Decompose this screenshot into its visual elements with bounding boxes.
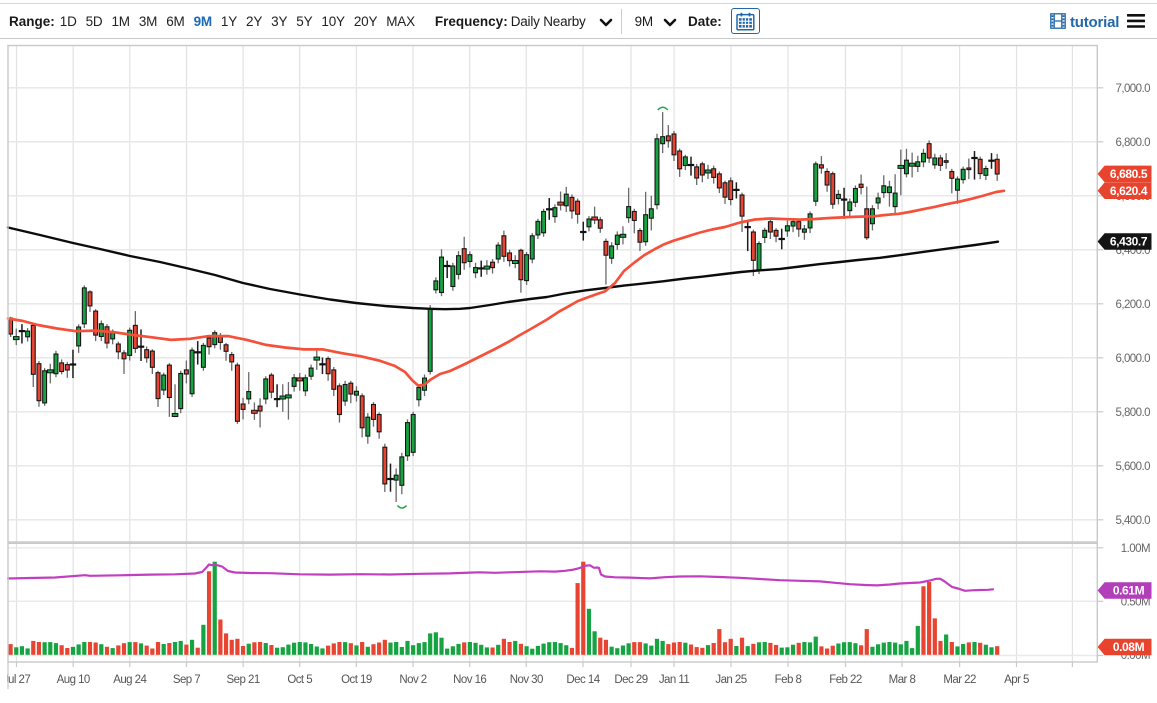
- svg-text:Jan 25: Jan 25: [715, 674, 746, 686]
- svg-text:Nov 16: Nov 16: [453, 674, 486, 686]
- svg-text:6,620.4: 6,620.4: [1110, 184, 1148, 198]
- svg-text:Oct 19: Oct 19: [341, 674, 372, 686]
- svg-text:Feb 8: Feb 8: [775, 674, 802, 686]
- svg-text:Feb 22: Feb 22: [829, 674, 862, 686]
- svg-text:7,000.0: 7,000.0: [1115, 83, 1150, 95]
- svg-text:0.08M: 0.08M: [1113, 640, 1145, 654]
- svg-text:Aug 24: Aug 24: [113, 674, 147, 686]
- svg-text:6,000.0: 6,000.0: [1115, 353, 1150, 365]
- svg-text:Nov 2: Nov 2: [399, 674, 426, 686]
- svg-text:6,430.7: 6,430.7: [1110, 235, 1148, 249]
- svg-text:5,800.0: 5,800.0: [1115, 407, 1150, 419]
- svg-text:Mar 8: Mar 8: [889, 674, 916, 686]
- svg-text:6,400.0: 6,400.0: [1115, 245, 1150, 257]
- svg-text:5,600.0: 5,600.0: [1115, 461, 1150, 473]
- svg-text:Dec 29: Dec 29: [614, 674, 647, 686]
- svg-text:6,200.0: 6,200.0: [1115, 299, 1150, 311]
- svg-text:6,680.5: 6,680.5: [1110, 167, 1148, 181]
- svg-text:5,400.0: 5,400.0: [1115, 515, 1150, 527]
- svg-text:Aug 10: Aug 10: [57, 674, 90, 686]
- svg-text:Mar 22: Mar 22: [943, 674, 976, 686]
- svg-text:Jul 27: Jul 27: [3, 674, 31, 686]
- svg-text:Dec 14: Dec 14: [566, 674, 600, 686]
- svg-text:6,800.0: 6,800.0: [1115, 137, 1150, 149]
- svg-text:0.50M: 0.50M: [1121, 596, 1150, 608]
- svg-text:Sep 7: Sep 7: [173, 674, 200, 686]
- svg-text:Jan 11: Jan 11: [659, 674, 690, 686]
- svg-text:Sep 21: Sep 21: [227, 674, 260, 686]
- svg-text:0.61M: 0.61M: [1113, 584, 1145, 598]
- svg-text:1.00M: 1.00M: [1121, 543, 1150, 555]
- svg-text:Nov 30: Nov 30: [510, 674, 543, 686]
- svg-text:Apr 5: Apr 5: [1004, 674, 1029, 686]
- svg-text:Oct 5: Oct 5: [287, 674, 312, 686]
